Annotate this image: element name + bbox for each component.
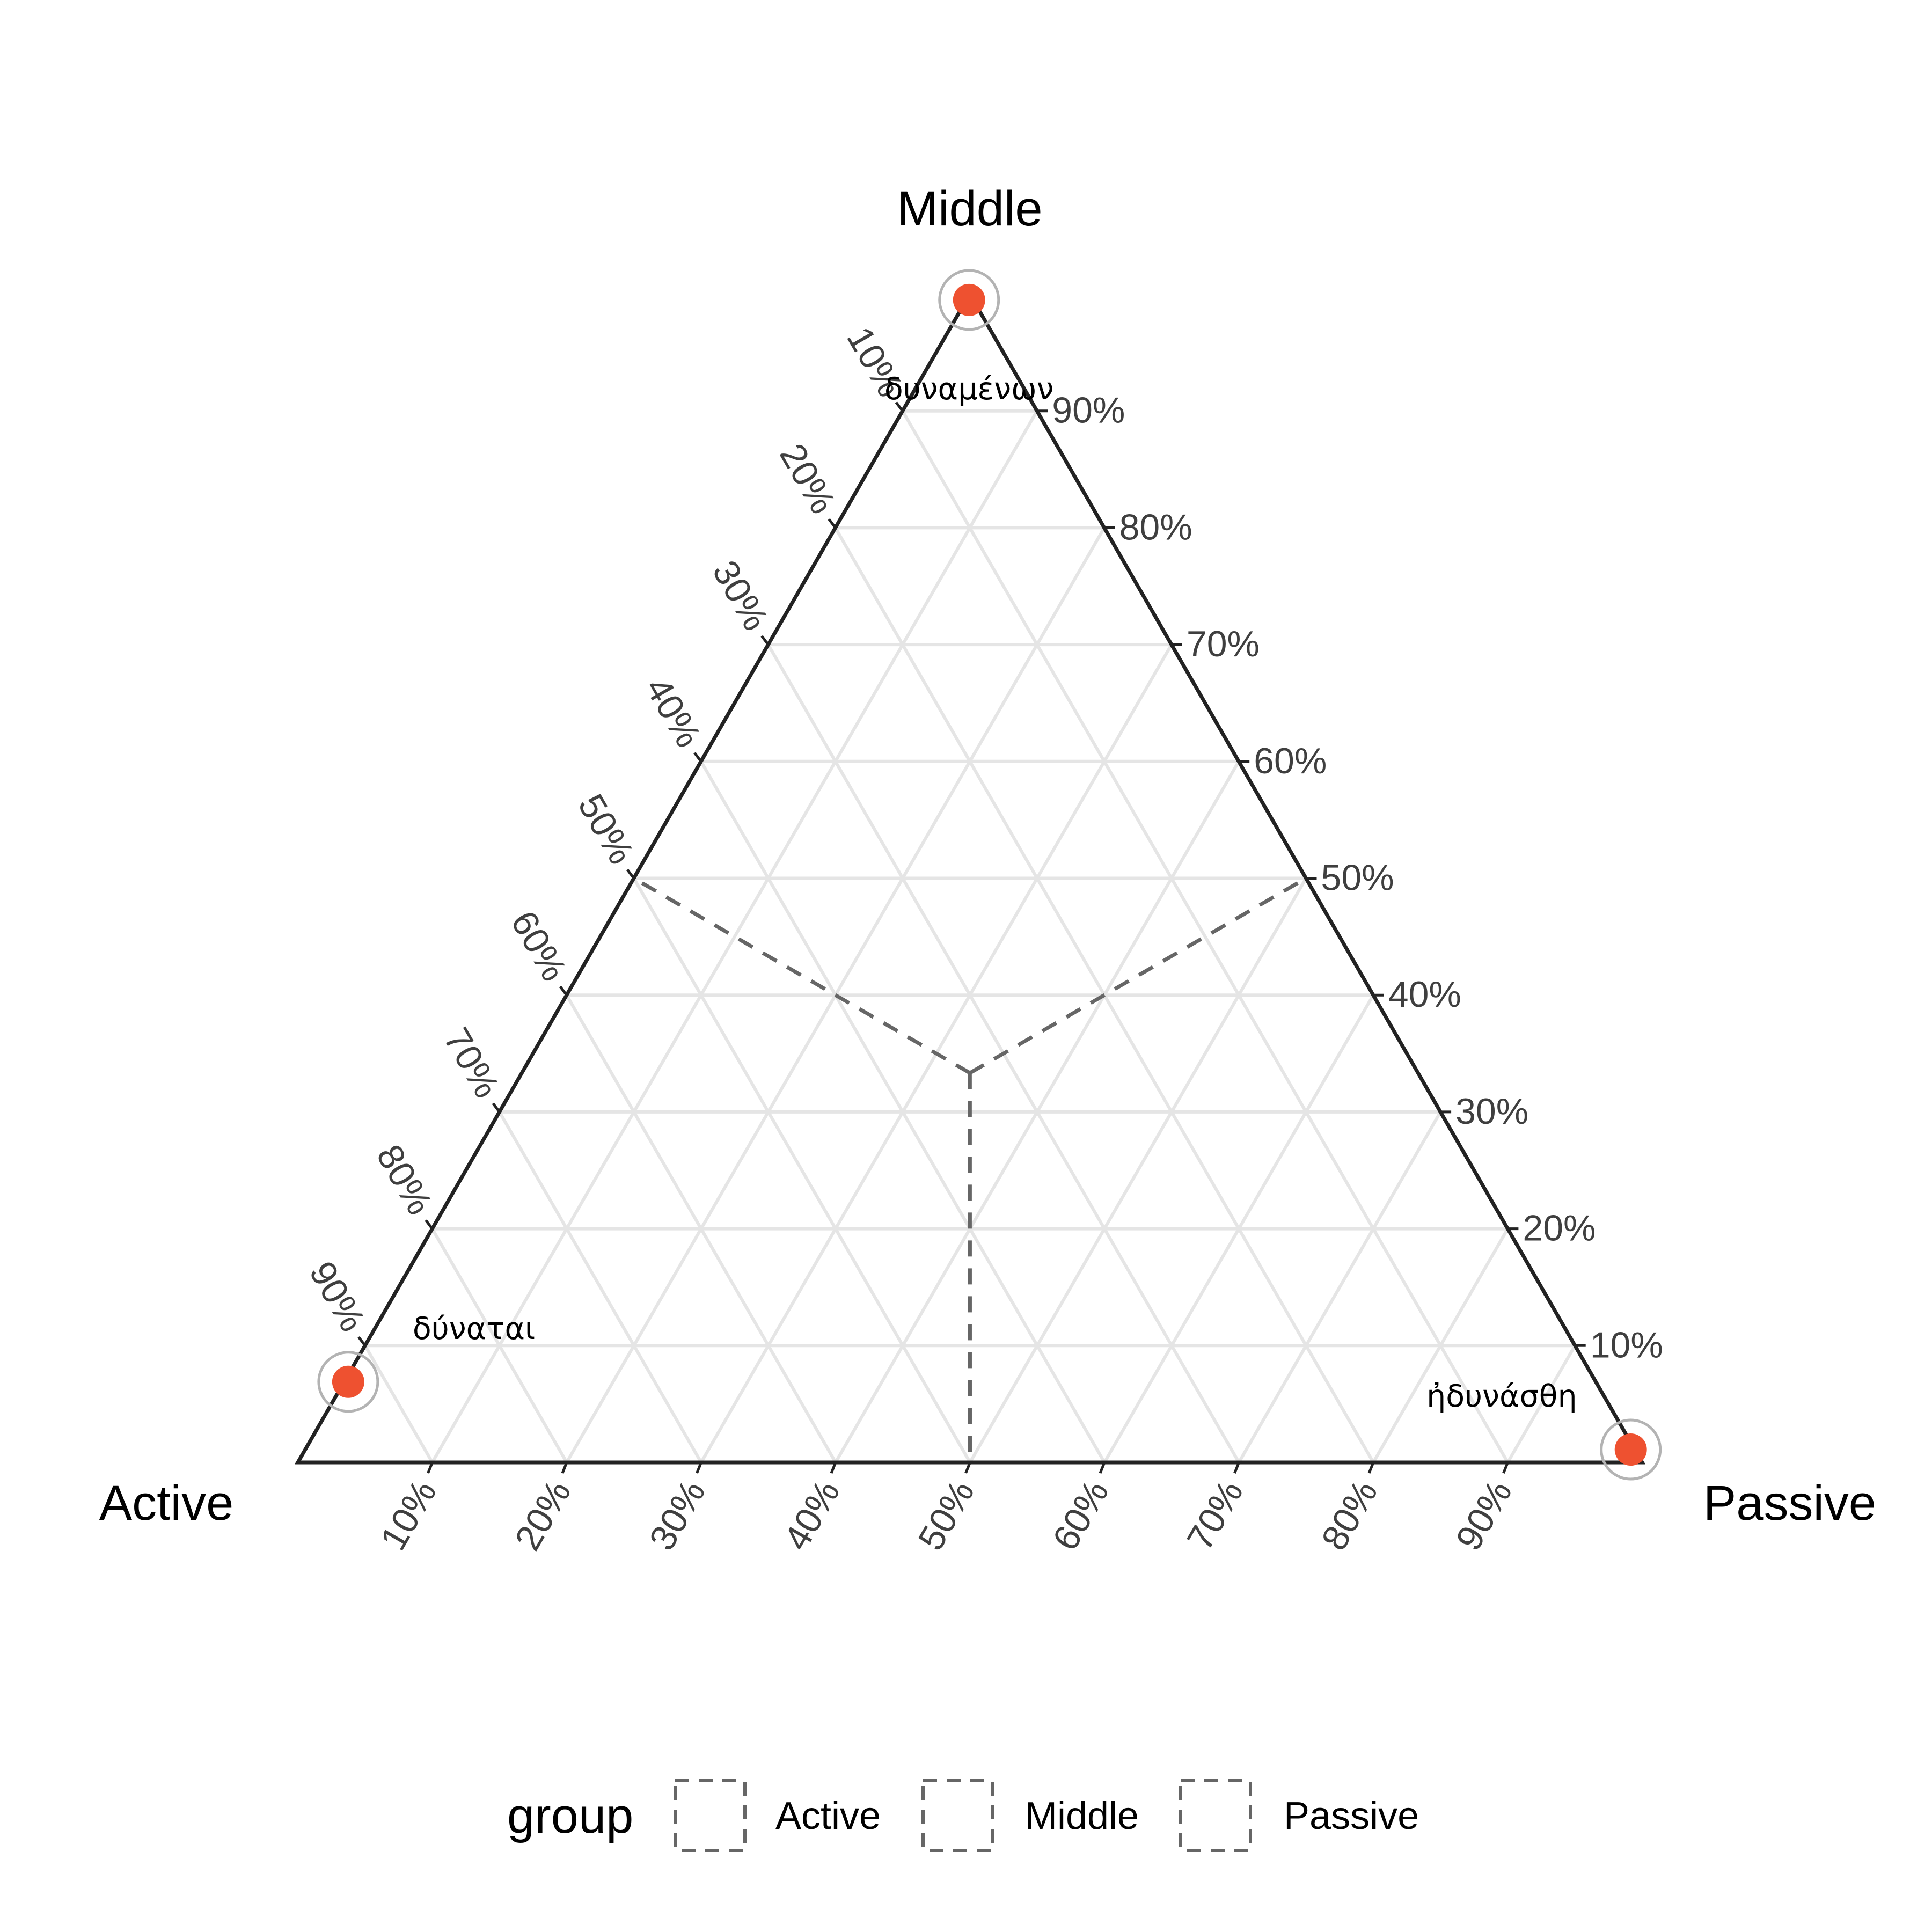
grid-line-active-80	[430, 1228, 568, 1463]
tick-label-passive-90: 90%	[1448, 1473, 1520, 1557]
point-label-3: ἠδυνάσθη	[1426, 1379, 1577, 1414]
point-halo-3	[1600, 1418, 1662, 1481]
tick-label-passive-40: 40%	[776, 1473, 848, 1557]
tick-mark-passive-90	[1502, 1462, 1509, 1474]
grid-line-active-10	[901, 410, 1510, 1463]
legend-title: group	[507, 1789, 633, 1843]
tick-mark-active-70	[492, 1102, 501, 1113]
legend-label-middle: Middle	[1025, 1795, 1139, 1838]
tick-mark-passive-10	[427, 1462, 434, 1474]
legend-key-passive	[1179, 1779, 1252, 1852]
axis-title-middle: Middle	[897, 181, 1042, 236]
tick-label-active-50: 50%	[570, 787, 642, 871]
tick-mark-passive-60	[1099, 1462, 1106, 1474]
tick-label-middle-90: 90%	[1052, 390, 1125, 431]
tick-mark-active-10	[895, 401, 904, 412]
grid-line-passive-60	[1103, 994, 1375, 1463]
point-label-2: δυναμένων	[884, 371, 1054, 407]
tick-mark-passive-40	[830, 1462, 837, 1474]
grid-line-passive-50	[968, 877, 1308, 1463]
reference-line-2	[969, 876, 1307, 1075]
grid-line-active-70	[497, 1111, 703, 1463]
axis-title-active: Active	[99, 1476, 234, 1531]
tick-mark-passive-70	[1233, 1462, 1240, 1474]
tick-label-middle-80: 80%	[1119, 507, 1192, 547]
grid-line-active-60	[565, 994, 837, 1463]
tick-label-middle-10: 10%	[1590, 1324, 1663, 1365]
legend-key-active	[674, 1779, 747, 1852]
tick-label-active-20: 20%	[772, 437, 844, 521]
tick-label-middle-20: 20%	[1523, 1208, 1596, 1249]
tick-label-passive-70: 70%	[1179, 1473, 1251, 1557]
tick-mark-passive-80	[1367, 1462, 1375, 1474]
grid-line-active-90	[363, 1344, 434, 1463]
grid-line-active-50	[632, 877, 972, 1463]
grid-line-passive-70	[1237, 1111, 1442, 1463]
grid-line-passive-90	[1506, 1344, 1577, 1463]
data-point-2	[953, 283, 985, 316]
tick-mark-active-80	[425, 1219, 434, 1230]
tick-mark-active-60	[559, 985, 568, 996]
tick-mark-active-20	[828, 518, 837, 529]
data-points: δύναται δυναμένων ἠδυνάσθη	[317, 269, 1662, 1481]
tick-label-active-30: 30%	[705, 554, 777, 638]
legend-label-active: Active	[775, 1795, 881, 1838]
axis-title-passive: Passive	[1703, 1476, 1876, 1531]
tick-label-passive-10: 10%	[372, 1473, 444, 1557]
tick-label-active-80: 80%	[369, 1138, 441, 1221]
tick-label-active-40: 40%	[638, 670, 709, 754]
tick-label-middle-70: 70%	[1187, 624, 1260, 664]
tick-mark-active-40	[693, 752, 702, 763]
tick-label-middle-50: 50%	[1321, 857, 1394, 898]
tick-label-passive-80: 80%	[1314, 1473, 1386, 1557]
point-label-1: δύναται	[413, 1311, 535, 1346]
reference-line-1	[633, 876, 971, 1075]
tick-mark-passive-30	[696, 1462, 702, 1474]
tick-mark-active-50	[626, 869, 635, 879]
tick-mark-passive-20	[561, 1462, 568, 1474]
legend-label-passive: Passive	[1284, 1795, 1419, 1838]
tick-label-active-90: 90%	[302, 1255, 374, 1338]
tick-mark-passive-50	[964, 1462, 971, 1474]
tick-mark-active-30	[760, 635, 770, 646]
data-point-1	[332, 1365, 364, 1398]
tick-mark-active-90	[357, 1336, 367, 1346]
tick-label-middle-40: 40%	[1388, 974, 1461, 1015]
tick-label-middle-30: 30%	[1455, 1091, 1528, 1132]
data-point-3	[1614, 1433, 1647, 1466]
grid-line-passive-10	[430, 410, 1038, 1463]
point-halo-1	[317, 1351, 379, 1413]
tick-label-passive-30: 30%	[641, 1473, 713, 1557]
tick-label-passive-60: 60%	[1045, 1473, 1117, 1557]
grid-line-passive-80	[1372, 1228, 1510, 1463]
tick-label-middle-60: 60%	[1254, 741, 1327, 781]
legend-key-middle	[921, 1779, 994, 1852]
tick-label-active-70: 70%	[436, 1021, 508, 1105]
tick-label-passive-20: 20%	[507, 1473, 579, 1557]
tick-label-passive-50: 50%	[910, 1473, 982, 1557]
legend: group Active Middle Passive	[507, 1779, 1419, 1852]
reference-lines	[633, 876, 1307, 1463]
tick-label-active-60: 60%	[503, 904, 575, 988]
point-halo-2	[938, 269, 1000, 331]
